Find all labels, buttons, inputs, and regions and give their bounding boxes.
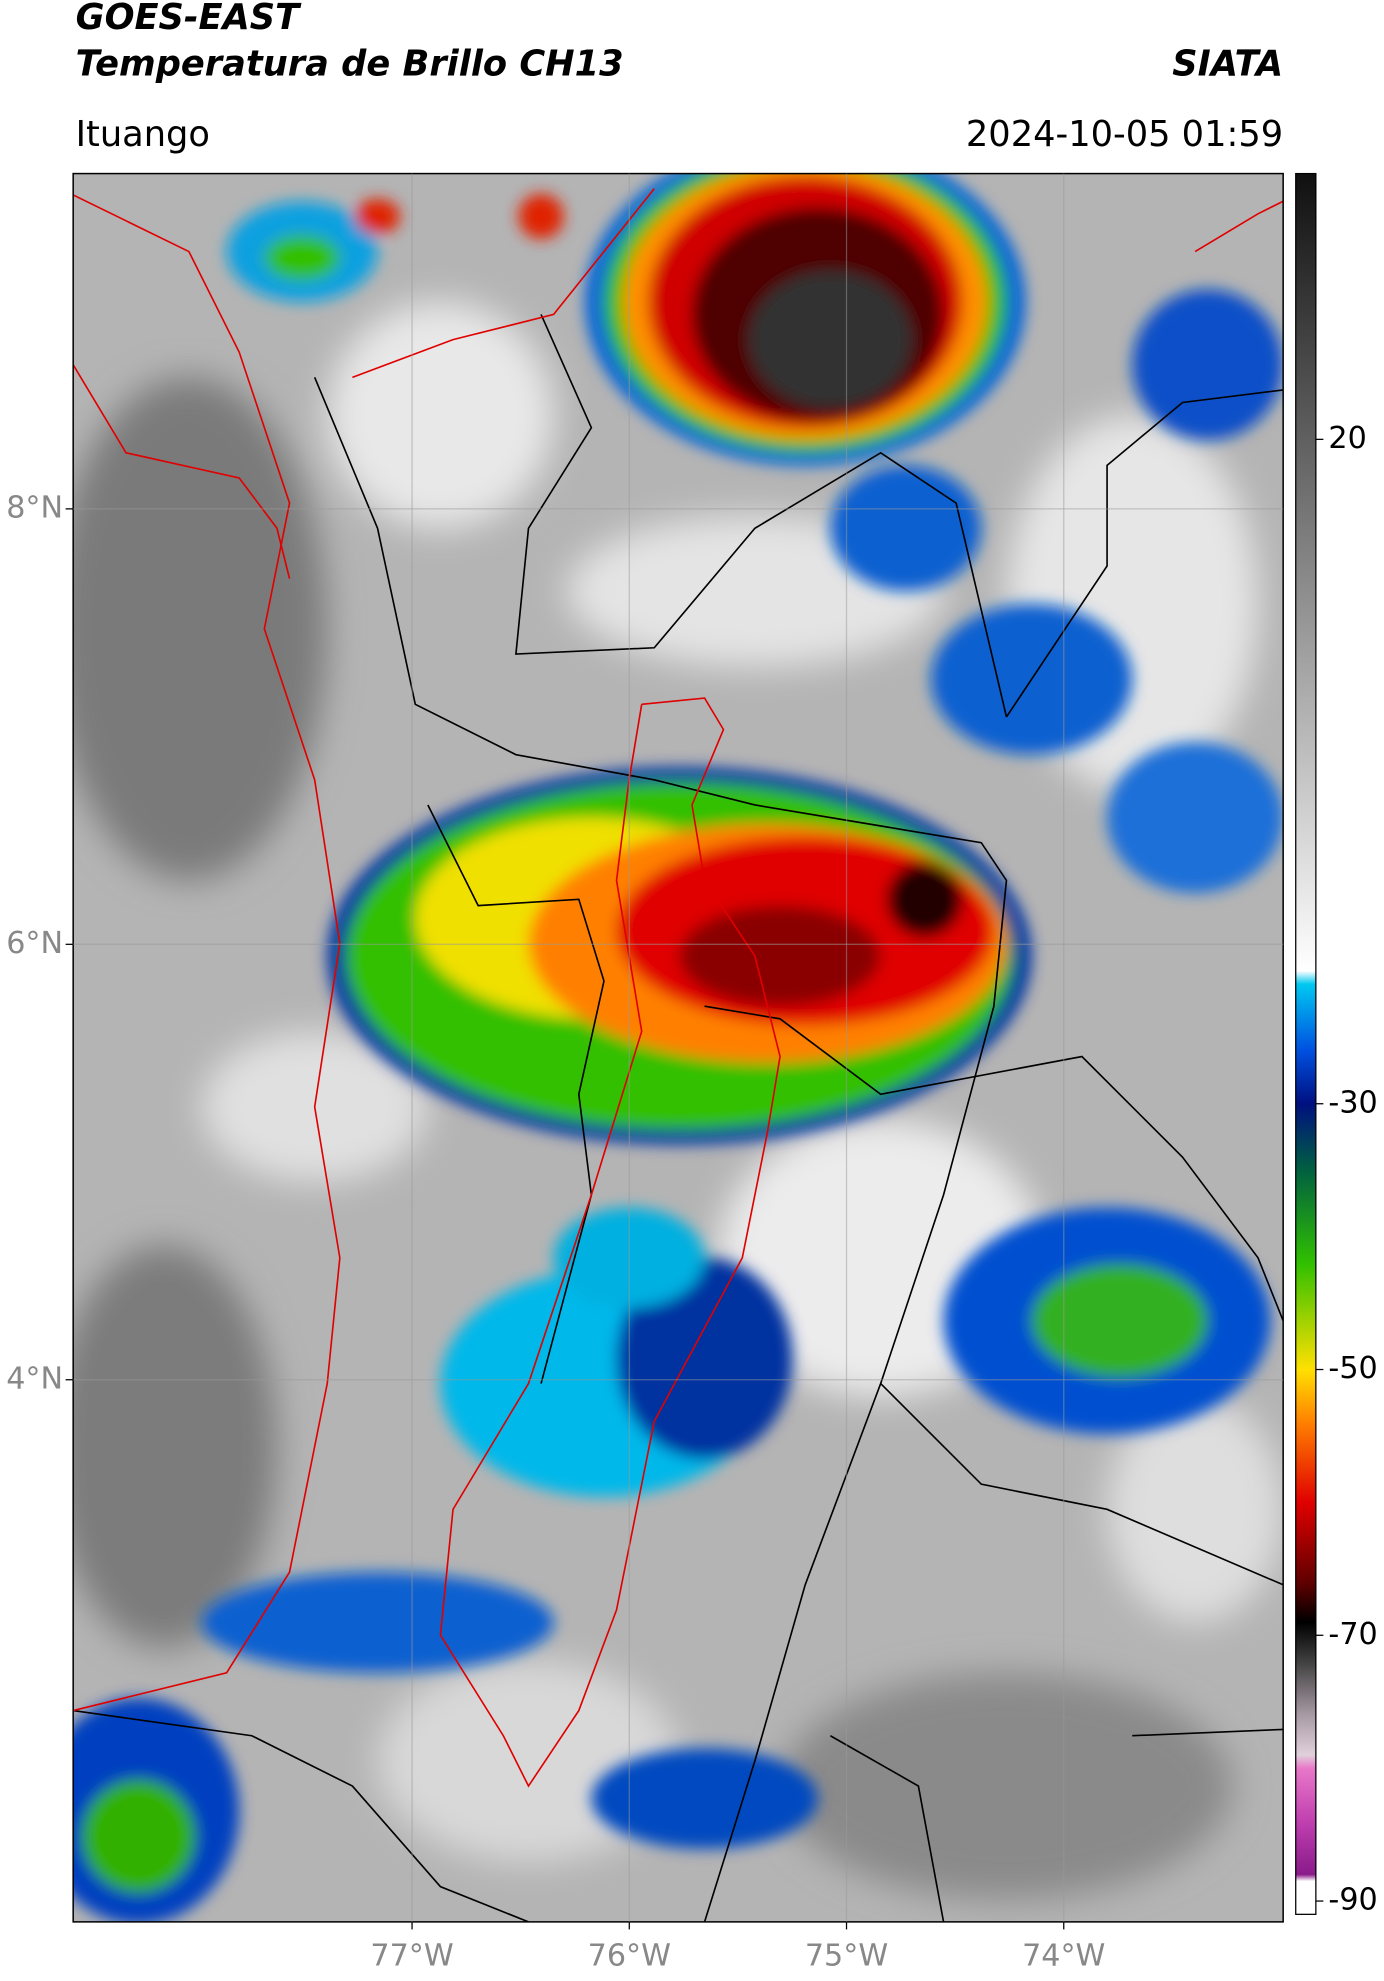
- colorbar: [1295, 172, 1317, 1915]
- y-tick-label: 6°N: [6, 926, 63, 961]
- x-tick-label: 77°W: [370, 1939, 453, 1974]
- colorbar-tick-label: 20: [1328, 421, 1366, 456]
- colorbar-tick-label: -70: [1328, 1617, 1377, 1652]
- y-tick-label: 4°N: [6, 1361, 63, 1396]
- location: Ituango: [76, 114, 210, 155]
- y-tick-label: 8°N: [6, 490, 63, 525]
- colorbar-tick-label: -50: [1328, 1351, 1377, 1386]
- map-frame: [72, 172, 1284, 1923]
- colorbar-tick-label: -90: [1328, 1883, 1377, 1918]
- colorbar-tick-label: -30: [1328, 1085, 1377, 1120]
- x-tick-label: 75°W: [805, 1939, 888, 1974]
- title: GOES-EAST: [76, 0, 302, 38]
- subtitle: Temperatura de Brillo CH13: [76, 43, 624, 84]
- x-tick-label: 74°W: [1022, 1939, 1105, 1974]
- x-tick-label: 76°W: [588, 1939, 671, 1974]
- source: SIATA: [1172, 43, 1283, 84]
- datetime: 2024-10-05 01:59: [966, 114, 1283, 155]
- map-imagery: [73, 173, 1284, 1922]
